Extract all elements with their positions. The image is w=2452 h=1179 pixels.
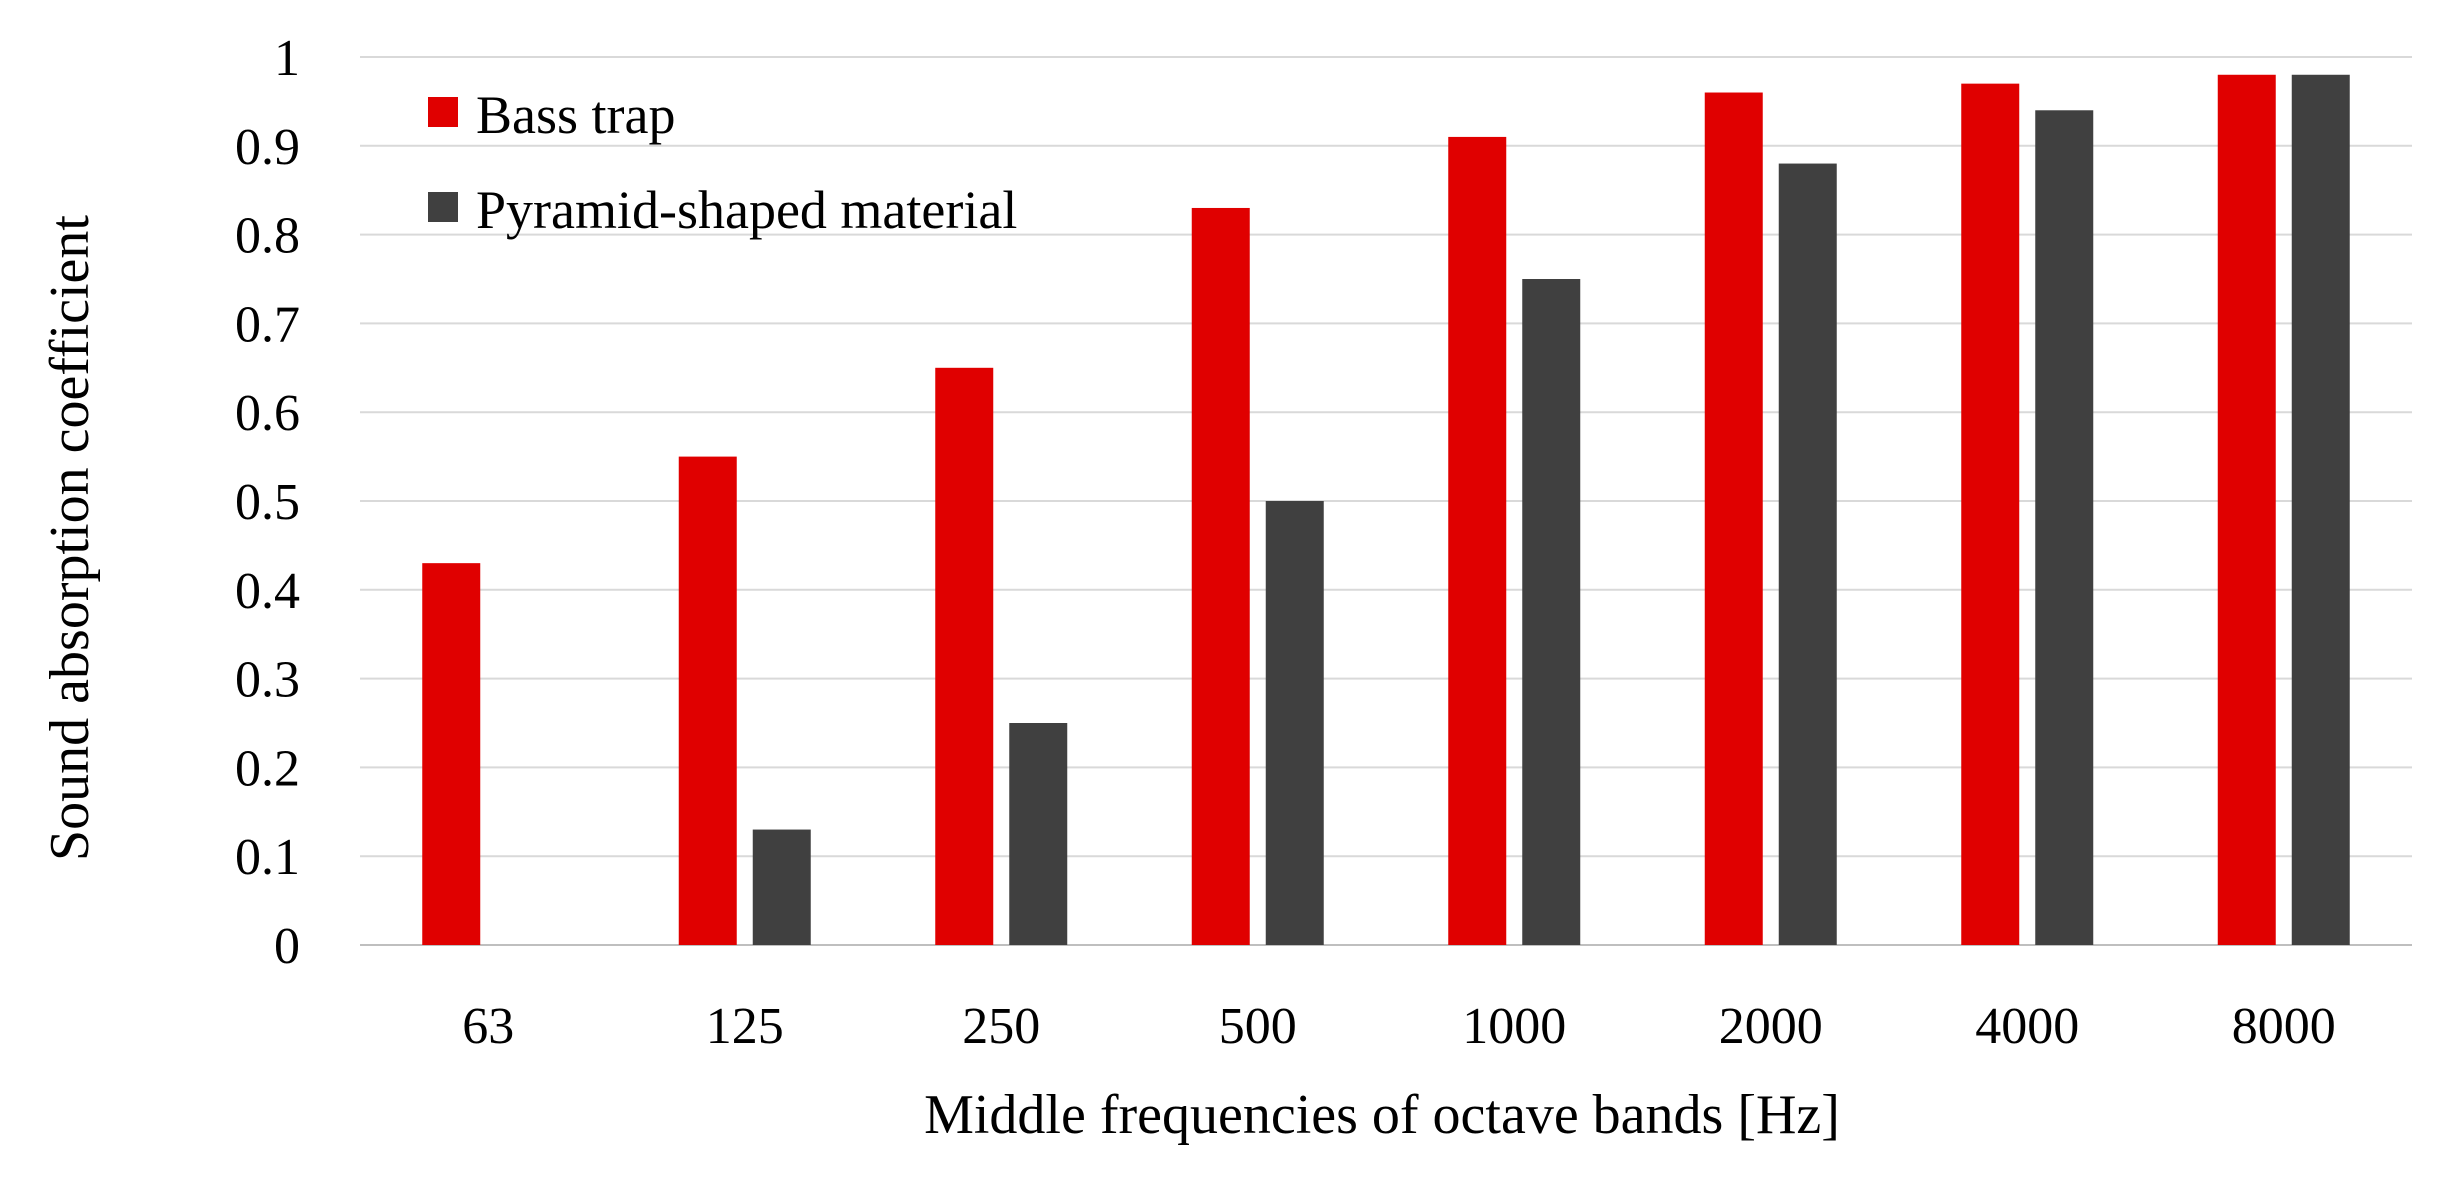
x-axis-ticks: 63 125 250 500 1000 2000 4000 8000: [462, 998, 2336, 1055]
legend-label: Bass trap: [476, 85, 675, 145]
x-tick-label: 8000: [2232, 998, 2336, 1055]
bar-pyramid-2000: [1778, 163, 1837, 945]
bar-bass-trap-8000: [2217, 74, 2276, 945]
y-tick-label: 1: [274, 30, 300, 87]
bar-bass-trap-2000: [1704, 92, 1763, 945]
x-axis-title: Middle frequencies of octave bands [Hz]: [924, 1084, 1840, 1146]
bar-pyramid-500: [1265, 501, 1324, 945]
y-axis-ticks: 0 0.1 0.2 0.3 0.4 0.5 0.6 0.7 0.8 0.9 1: [235, 30, 300, 975]
y-axis-title: Sound absorption coefficient: [39, 215, 101, 861]
y-tick-label: 0.9: [235, 119, 300, 176]
y-tick-label: 0.4: [235, 563, 300, 620]
bar-pyramid-125: [752, 829, 811, 945]
bar-pyramid-250: [1009, 723, 1068, 945]
y-tick-label: 0.7: [235, 296, 300, 353]
bar-pyramid-4000: [2035, 110, 2094, 945]
x-tick-label: 4000: [1975, 998, 2079, 1055]
bar-bass-trap-125: [678, 456, 737, 945]
x-tick-label: 250: [962, 998, 1040, 1055]
bar-bass-trap-4000: [1961, 83, 2020, 945]
legend-swatch: [428, 97, 458, 127]
x-tick-label: 63: [462, 998, 514, 1055]
bars: [422, 74, 2350, 946]
x-tick-label: 500: [1219, 998, 1297, 1055]
y-tick-label: 0.6: [235, 385, 300, 442]
y-tick-label: 0.3: [235, 652, 300, 709]
bar-bass-trap-250: [935, 367, 994, 945]
bar-pyramid-8000: [2291, 74, 2350, 945]
y-tick-label: 0.1: [235, 829, 300, 886]
legend-swatch: [428, 192, 458, 222]
y-tick-label: 0.8: [235, 208, 300, 265]
y-tick-label: 0.5: [235, 474, 300, 531]
x-tick-label: 125: [706, 998, 784, 1055]
legend: Bass trap Pyramid-shaped material: [428, 85, 1017, 240]
legend-label: Pyramid-shaped material: [476, 180, 1017, 240]
y-tick-label: 0.2: [235, 740, 300, 797]
x-tick-label: 1000: [1462, 998, 1566, 1055]
bar-bass-trap-500: [1191, 207, 1250, 945]
x-tick-label: 2000: [1719, 998, 1823, 1055]
bar-bass-trap-1000: [1448, 136, 1507, 946]
bar-pyramid-1000: [1522, 279, 1581, 945]
y-tick-label: 0: [274, 918, 300, 975]
bar-bass-trap-63: [422, 563, 481, 945]
